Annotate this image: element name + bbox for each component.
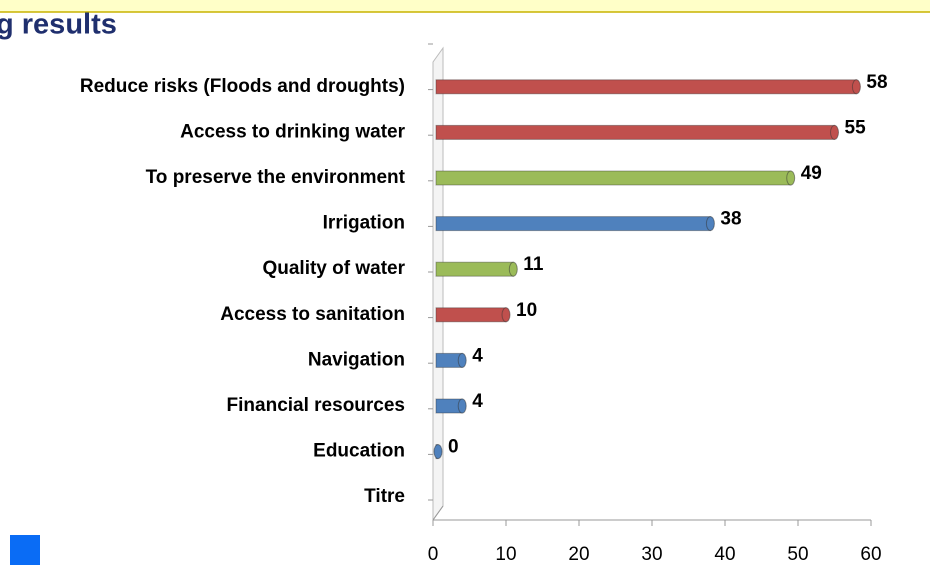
legend-square <box>10 535 40 565</box>
x-tick-label: 0 <box>428 544 439 565</box>
x-tick-label: 50 <box>787 544 808 565</box>
y-tick-label: Access to drinking water <box>180 121 406 142</box>
bar-cap <box>705 216 715 232</box>
y-tick-label: Financial resources <box>227 395 405 416</box>
bar-cap <box>457 352 467 368</box>
bar <box>435 124 835 140</box>
data-label: 4 <box>472 391 483 412</box>
bar <box>435 79 857 95</box>
y-tick-label: Irrigation <box>323 213 405 234</box>
data-label: 49 <box>801 163 822 184</box>
data-label: 55 <box>845 117 867 138</box>
x-tick-label: 40 <box>714 544 735 565</box>
floor-edge <box>432 505 444 521</box>
bar-cap <box>457 398 467 414</box>
x-tick-label: 30 <box>641 544 662 565</box>
x-tick-label: 20 <box>568 544 589 565</box>
bar-cap <box>786 170 796 186</box>
y-tick-label: Reduce risks (Floods and droughts) <box>80 76 405 97</box>
data-label: 11 <box>523 254 544 275</box>
y-tick-label: Quality of water <box>262 258 405 279</box>
bar-cap <box>830 124 839 140</box>
y-tick-label: Education <box>313 441 405 462</box>
bar-cap <box>851 79 861 95</box>
y-tick-label: Titre <box>364 486 405 507</box>
bar <box>435 307 507 323</box>
data-label: 38 <box>720 209 741 230</box>
data-label: 10 <box>516 300 537 321</box>
bar <box>435 216 711 232</box>
banner <box>0 0 930 12</box>
bar-cap <box>508 261 518 277</box>
bar <box>435 261 514 277</box>
x-tick-label: 10 <box>495 544 516 565</box>
bar-cap <box>433 444 443 460</box>
bar <box>435 170 792 186</box>
y-tick-label: To preserve the environment <box>146 167 406 188</box>
x-tick-label: 60 <box>860 544 881 565</box>
y-tick-label: Access to sanitation <box>220 304 405 325</box>
data-label: 58 <box>866 72 887 93</box>
bar-cap <box>501 307 511 323</box>
data-label: 4 <box>472 345 483 366</box>
chart-title: g results <box>0 9 117 41</box>
data-label: 0 <box>448 437 459 458</box>
y-tick-label: Navigation <box>308 349 405 370</box>
